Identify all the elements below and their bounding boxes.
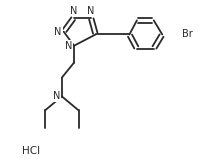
Text: N: N	[52, 91, 60, 101]
Text: N: N	[87, 6, 95, 16]
Text: HCl: HCl	[22, 146, 41, 156]
Text: N: N	[54, 27, 62, 37]
Text: Br: Br	[182, 29, 192, 39]
Text: N: N	[65, 41, 72, 51]
Text: N: N	[70, 6, 78, 16]
